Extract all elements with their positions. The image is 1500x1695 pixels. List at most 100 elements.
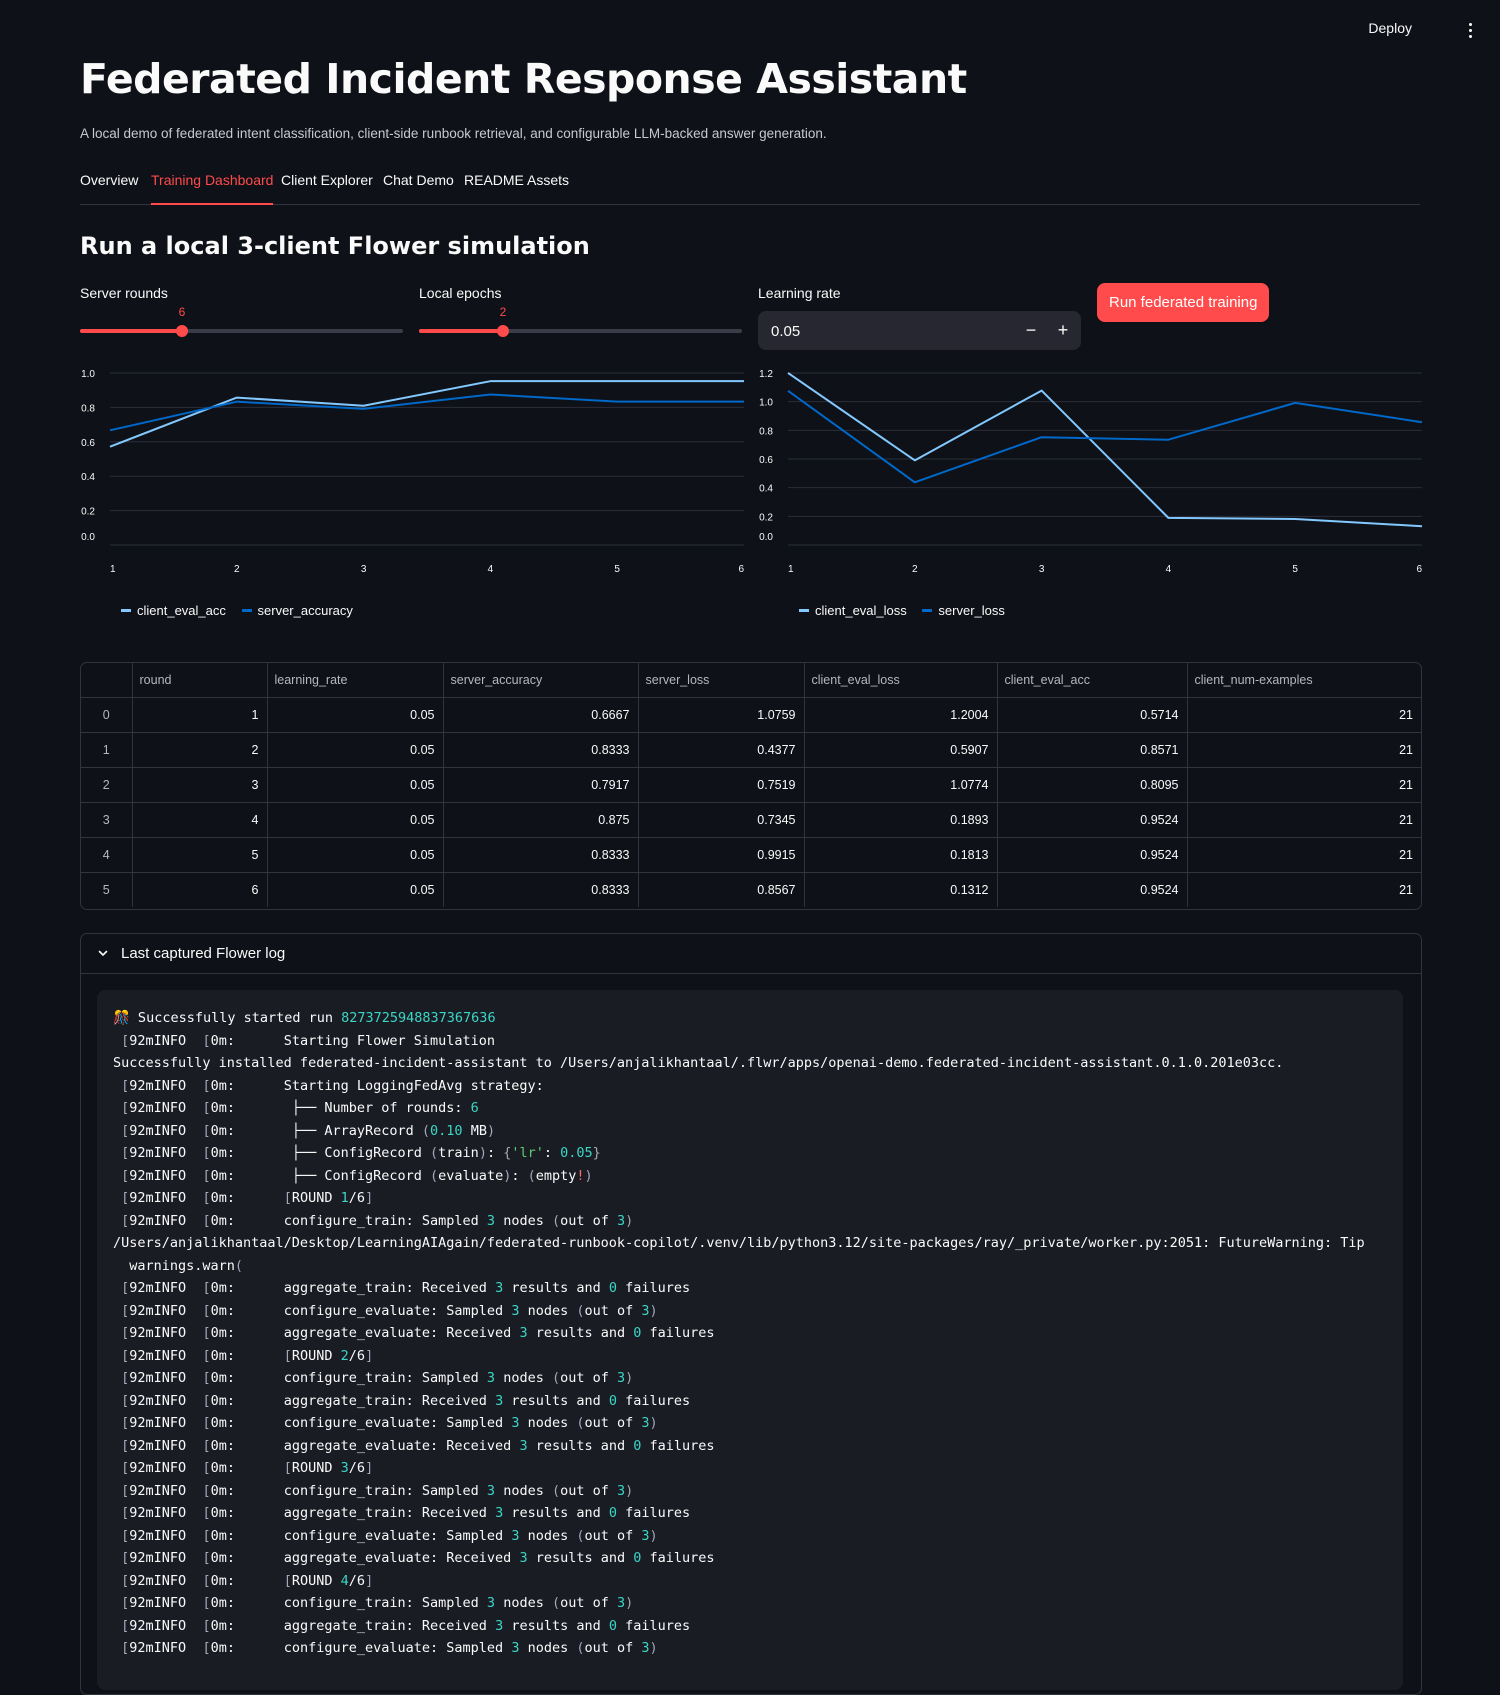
- server-rounds-label: Server rounds: [80, 285, 168, 301]
- series-line-client_eval_loss: [787, 372, 1423, 528]
- row-index: 2: [81, 767, 133, 803]
- log-text: 🎊 Successfully started run 8273725948837…: [113, 1010, 1365, 1656]
- table-cell: 0.7345: [638, 802, 805, 838]
- column-header[interactable]: server_accuracy: [443, 663, 639, 698]
- row-index: 4: [81, 837, 133, 873]
- slider-thumb[interactable]: [176, 325, 188, 337]
- table-cell: 0.1893: [804, 802, 998, 838]
- legend-swatch: [922, 609, 933, 613]
- table-cell: 1.2004: [804, 697, 998, 733]
- loss-chart-svg: 1.2 1.0 0.8 0.6 0.4 0.2 0.0 1 2 3 4 5 6: [759, 369, 1423, 575]
- tab-overview[interactable]: Overview: [80, 172, 139, 188]
- accuracy-chart-svg: 1.0 0.8 0.6 0.4 0.2 0.0 1 2 3 4 5 6: [81, 369, 744, 575]
- series-line-client_eval_acc: [109, 380, 744, 448]
- table-cell: 21: [1187, 837, 1421, 873]
- expander-header[interactable]: Last captured Flower log: [81, 934, 1421, 974]
- column-header[interactable]: [81, 663, 133, 698]
- y-tick-label: 0.8: [759, 426, 773, 437]
- loss-legend: client_eval_loss server_loss: [799, 603, 1017, 618]
- table-cell: 0.05: [267, 872, 444, 907]
- tab-readme-assets[interactable]: README Assets: [464, 172, 570, 188]
- table-cell: 0.8095: [997, 767, 1188, 803]
- table-cell: 21: [1187, 697, 1421, 733]
- slider-thumb[interactable]: [497, 325, 509, 337]
- table-cell: 0.9524: [997, 837, 1188, 873]
- table-cell: 0.6667: [443, 697, 639, 733]
- x-tick-label: 3: [1039, 564, 1045, 575]
- results-dataframe[interactable]: round learning_rate server_accuracy server_…: [80, 662, 1422, 910]
- expander-title: Last captured Flower log: [121, 945, 286, 962]
- row-index: 3: [81, 802, 133, 838]
- legend-item: server_loss: [922, 603, 1005, 618]
- tab-training-dashboard[interactable]: Training Dashboard: [151, 172, 274, 205]
- accuracy-chart: 1.0 0.8 0.6 0.4 0.2 0.0 1 2 3 4 5 6: [80, 360, 745, 585]
- log-code-block[interactable]: 🎊 Successfully started run 8273725948837…: [97, 990, 1403, 1690]
- table-cell: 0.5714: [997, 697, 1188, 733]
- slider-fill: [419, 329, 503, 333]
- table-cell: 0.9524: [997, 802, 1188, 838]
- table-cell: 1.0774: [804, 767, 998, 803]
- table-row: 2 3 0.05 0.7917 0.7519 1.0774 0.8095 21: [81, 767, 1421, 803]
- table-cell: 1.0759: [638, 697, 805, 733]
- y-tick-label: 0.0: [81, 532, 95, 543]
- table-cell: 0.8571: [997, 732, 1188, 768]
- x-tick-label: 1: [110, 564, 116, 575]
- y-tick-label: 0.6: [759, 455, 773, 466]
- x-tick-label: 3: [361, 564, 367, 575]
- column-header[interactable]: client_eval_acc: [997, 663, 1188, 698]
- local-epochs-label: Local epochs: [419, 285, 502, 301]
- results-table: round learning_rate server_accuracy server_…: [81, 663, 1421, 907]
- legend-swatch: [121, 609, 131, 613]
- column-header[interactable]: server_loss: [638, 663, 805, 698]
- decrement-button[interactable]: −: [1025, 320, 1037, 340]
- table-cell: 3: [132, 767, 268, 803]
- column-header[interactable]: round: [132, 663, 268, 698]
- learning-rate-label: Learning rate: [758, 285, 841, 301]
- run-federated-training-button[interactable]: Run federated training: [1097, 283, 1270, 322]
- increment-button[interactable]: +: [1057, 320, 1069, 340]
- row-index: 0: [81, 697, 133, 733]
- local-epochs-slider[interactable]: 2: [419, 305, 742, 342]
- table-row: 4 5 0.05 0.8333 0.9915 0.1813 0.9524 21: [81, 837, 1421, 873]
- table-cell: 0.8333: [443, 837, 639, 873]
- legend-swatch: [241, 609, 252, 613]
- table-cell: 4: [132, 802, 268, 838]
- x-tick-label: 5: [614, 564, 620, 575]
- learning-rate-input-box: − +: [758, 311, 1081, 352]
- slider-fill: [80, 329, 182, 333]
- column-header[interactable]: learning_rate: [267, 663, 444, 698]
- table-cell: 0.1813: [804, 837, 998, 873]
- series-line-server_accuracy: [109, 393, 744, 432]
- tab-client-explorer[interactable]: Client Explorer: [281, 172, 373, 188]
- column-header[interactable]: client_eval_loss: [804, 663, 998, 698]
- page-subtitle: A local demo of federated intent classif…: [80, 126, 827, 141]
- table-row: 1 2 0.05 0.8333 0.4377 0.5907 0.8571 21: [81, 732, 1421, 768]
- table-cell: 6: [132, 872, 268, 907]
- top-toolbar: Deploy: [0, 0, 1500, 60]
- table-cell: 0.875: [443, 802, 639, 838]
- y-tick-label: 1.0: [759, 398, 773, 409]
- y-tick-label: 0.2: [81, 507, 95, 518]
- table-row: 3 4 0.05 0.875 0.7345 0.1893 0.9524 21: [81, 802, 1421, 838]
- deploy-button[interactable]: Deploy: [1368, 20, 1412, 36]
- y-tick-label: 0.0: [759, 532, 773, 543]
- flower-log-expander: Last captured Flower log 🎊 Successfully …: [80, 933, 1422, 1695]
- y-tick-label: 0.4: [759, 484, 773, 495]
- slider-track: [419, 329, 742, 333]
- column-header[interactable]: client_num-examples: [1187, 663, 1421, 698]
- table-cell: 0.4377: [638, 732, 805, 768]
- main-menu-icon[interactable]: [1460, 20, 1480, 40]
- table-body: 0 1 0.05 0.6667 1.0759 1.2004 0.5714 21 1 2 0.05 0.…: [81, 697, 1421, 907]
- table-cell: 0.8333: [443, 732, 639, 768]
- x-tick-label: 2: [912, 564, 918, 575]
- x-tick-label: 1: [788, 564, 794, 575]
- table-cell: 21: [1187, 767, 1421, 803]
- table-cell: 2: [132, 732, 268, 768]
- table-cell: 0.7519: [638, 767, 805, 803]
- x-tick-label: 6: [738, 564, 744, 575]
- table-cell: 0.05: [267, 732, 444, 768]
- accuracy-legend: client_eval_acc server_accuracy: [121, 603, 365, 618]
- tab-chat-demo[interactable]: Chat Demo: [383, 172, 454, 188]
- learning-rate-input[interactable]: [758, 311, 1003, 352]
- server-rounds-slider[interactable]: 6: [80, 305, 403, 342]
